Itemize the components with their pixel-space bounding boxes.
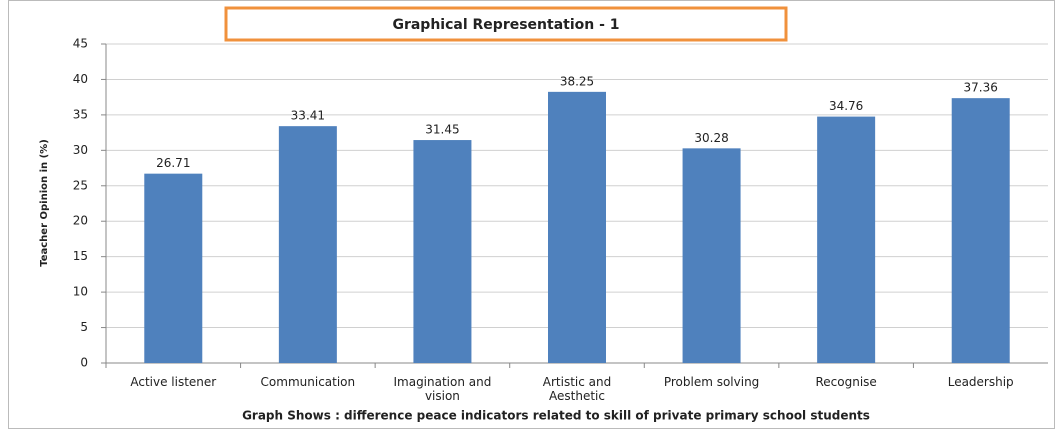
data-label: 30.28 <box>694 131 728 145</box>
bar <box>278 126 337 364</box>
y-tick-label: 45 <box>73 37 88 51</box>
bar <box>413 140 472 363</box>
y-tick-label: 25 <box>73 178 88 192</box>
y-axis-label: Teacher Opinion in (%) <box>39 139 50 267</box>
y-tick-label: 0 <box>80 356 88 370</box>
y-tick-label: 5 <box>80 320 88 334</box>
x-tick-label: Active listener <box>130 375 217 389</box>
bar <box>144 173 203 363</box>
bar <box>951 98 1010 363</box>
chart-frame <box>8 0 1055 429</box>
x-tick-label: Artistic and Aesthetic <box>542 375 612 403</box>
x-tick-label: Problem solving <box>663 375 760 389</box>
data-label: 38.25 <box>560 74 594 88</box>
y-tick-label: 20 <box>73 214 88 228</box>
data-label: 31.45 <box>425 123 459 137</box>
y-tick-label: 30 <box>73 143 88 157</box>
bar <box>817 116 876 363</box>
bar <box>682 148 741 363</box>
y-tick-label: 40 <box>73 72 88 86</box>
data-label: 26.71 <box>156 156 190 170</box>
x-axis-label: Graph Shows : difference peace indicator… <box>242 409 870 423</box>
x-tick-label: Communication <box>260 375 356 389</box>
y-tick-label: 15 <box>73 249 88 263</box>
x-tick-label: Leadership <box>947 375 1014 389</box>
chart-title: Graphical Representation - 1 <box>392 17 619 33</box>
x-tick-label: Imagination and vision <box>393 375 492 403</box>
x-tick-label: Recognise <box>815 375 877 389</box>
bar <box>548 91 606 363</box>
data-label: 33.41 <box>291 109 325 123</box>
data-label: 34.76 <box>829 99 863 113</box>
y-tick-label: 35 <box>73 107 88 121</box>
y-tick-label: 10 <box>73 285 88 299</box>
title-box <box>224 6 788 42</box>
data-label: 37.36 <box>964 81 998 95</box>
